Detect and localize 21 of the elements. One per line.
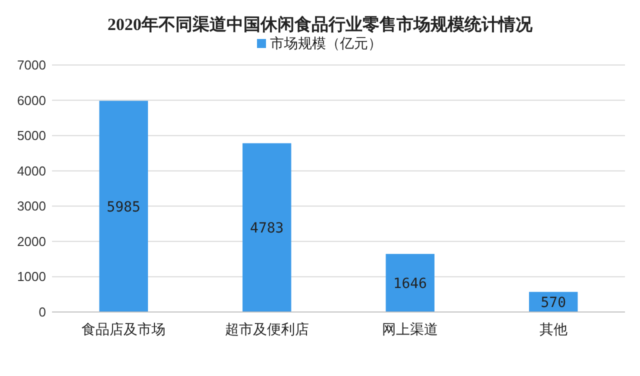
x-tick-label: 超市及便利店 [224,321,309,337]
y-tick-label: 6000 [17,92,46,108]
bar [99,100,148,312]
x-tick-label: 网上渠道 [382,321,438,337]
data-label: 5985 [106,199,140,216]
y-tick-label: 4000 [17,163,46,178]
legend-label: 市场规模（亿元） [270,35,382,51]
y-tick-label: 1000 [17,269,46,284]
x-tick-label: 食品店及市场 [82,321,166,337]
x-tick-label: 其他 [539,321,568,337]
y-tick-label: 2000 [17,234,46,249]
bar [242,143,292,312]
chart-title: 2020年不同渠道中国休闲食品行业零售市场规模统计情况 [108,15,534,34]
y-tick-label: 0 [38,304,46,320]
data-label: 1646 [393,276,427,292]
bar [386,254,434,312]
data-label: 570 [540,294,566,311]
y-tick-label: 3000 [17,198,46,214]
data-label: 4783 [250,220,284,237]
y-tick-label: 7000 [17,58,46,72]
y-tick-label: 5000 [17,128,46,144]
